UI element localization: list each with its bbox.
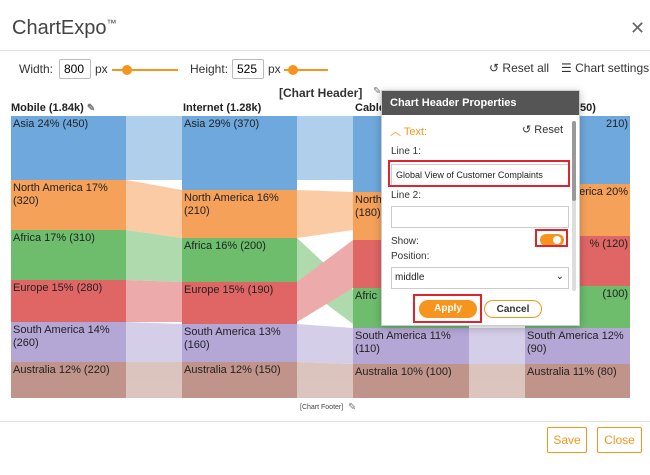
reset-icon: ↺ (489, 61, 500, 75)
node-internet-europe[interactable]: Europe 15% (190) (182, 282, 297, 324)
position-select[interactable]: middle ⌄ (391, 267, 569, 289)
highlight-apply (413, 294, 482, 323)
reset-all-button[interactable]: ↺ Reset all (489, 61, 550, 75)
flow-samerica-3 (469, 328, 525, 364)
column-header-last: 50) (580, 102, 596, 114)
height-unit: px (268, 62, 281, 76)
node-internet-asia[interactable]: Asia 29% (370) (182, 116, 297, 190)
line1-label: Line 1: (391, 146, 422, 157)
column-header-mobile: Mobile (1.84k) ✎ (11, 102, 96, 114)
panel-reset-button[interactable]: ↺ Reset (522, 124, 564, 136)
cancel-button[interactable]: Cancel (484, 300, 542, 318)
highlight-line1 (388, 160, 570, 187)
chart-header-properties-panel: Chart Header Properties ︿ Text: ↺ Reset … (381, 90, 580, 326)
flow-asia (126, 116, 182, 180)
apply-button[interactable]: Apply (419, 300, 477, 318)
settings-sliders-icon: ☰ (561, 61, 572, 75)
height-slider-thumb[interactable] (288, 65, 298, 75)
height-input[interactable] (232, 59, 264, 79)
node-last-australia[interactable]: Australia 11% (80) (525, 364, 630, 398)
node-internet-africa[interactable]: Africa 16% (200) (182, 238, 297, 282)
toggle-knob (553, 236, 561, 244)
close-icon[interactable]: ✕ (630, 18, 646, 38)
width-slider[interactable] (112, 69, 178, 71)
flow-asia-2 (297, 116, 353, 180)
height-slider[interactable] (284, 69, 328, 71)
flow-namerica (126, 180, 182, 238)
chart-footer[interactable]: [Chart Footer] (300, 404, 344, 411)
flow-namerica-2 (297, 190, 353, 238)
show-toggle[interactable] (540, 234, 564, 246)
flow-australia-3 (469, 364, 525, 398)
node-internet-australia[interactable]: Australia 12% (150) (182, 362, 297, 398)
position-label: Position: (391, 251, 430, 262)
flow-australia-2 (297, 362, 353, 398)
chevron-down-icon: ⌄ (555, 271, 564, 282)
column-header-cable: Cable (355, 102, 385, 114)
column-header-internet: Internet (1.28k) (183, 102, 262, 114)
close-button[interactable]: Close (597, 427, 642, 453)
node-mobile-south-america[interactable]: South America 14% (260) (11, 322, 126, 362)
highlight-show-toggle (535, 229, 568, 247)
node-mobile-africa[interactable]: Africa 17% (310) (11, 230, 126, 280)
flow-samerica-2 (297, 324, 353, 364)
width-unit: px (95, 62, 108, 76)
line2-label: Line 2: (391, 190, 422, 201)
width-slider-thumb[interactable] (122, 65, 132, 75)
node-cable-australia[interactable]: Australia 10% (100) (353, 364, 469, 398)
reset-icon: ↺ (522, 124, 532, 136)
flow-europe-2 (297, 240, 353, 322)
edit-footer-pencil-icon[interactable]: ✎ (348, 402, 357, 413)
panel-scrollbar-thumb[interactable] (572, 121, 576, 201)
flow-samerica (126, 322, 182, 362)
app-title: ChartExpo™ (12, 17, 117, 39)
node-mobile-europe[interactable]: Europe 15% (280) (11, 280, 126, 322)
footer-divider (0, 421, 650, 422)
panel-title: Chart Header Properties (382, 91, 579, 115)
height-label: Height: (190, 62, 229, 76)
chart-header[interactable]: [Chart Header] (279, 86, 363, 100)
edit-pencil-icon[interactable]: ✎ (86, 103, 96, 114)
width-input[interactable] (59, 59, 91, 79)
width-label: Width: (19, 62, 54, 76)
text-section-toggle[interactable]: ︿ Text: (390, 126, 428, 138)
panel-scrollbar[interactable] (572, 121, 576, 291)
line2-input[interactable] (391, 206, 569, 228)
save-button[interactable]: Save (547, 427, 587, 453)
show-label: Show: (391, 236, 419, 247)
flow-africa (126, 230, 182, 282)
divider (0, 50, 650, 51)
chart-settings-button[interactable]: ☰ Chart settings (561, 61, 650, 75)
node-mobile-north-america[interactable]: North America 17% (320) (11, 180, 126, 230)
flow-europe (126, 280, 182, 322)
edit-header-pencil-icon[interactable]: ✎ (373, 86, 382, 97)
node-mobile-australia[interactable]: Australia 12% (220) (11, 362, 126, 398)
node-cable-south-america[interactable]: South America 11% (110) (353, 328, 469, 364)
node-last-south-america[interactable]: South America 12% (90) (525, 328, 630, 364)
node-internet-north-america[interactable]: North America 16% (210) (182, 190, 297, 238)
chevron-up-icon: ︿ (390, 126, 401, 138)
flow-australia (126, 362, 182, 398)
node-mobile-asia[interactable]: Asia 24% (450) (11, 116, 126, 180)
node-internet-south-america[interactable]: South America 13% (160) (182, 324, 297, 362)
